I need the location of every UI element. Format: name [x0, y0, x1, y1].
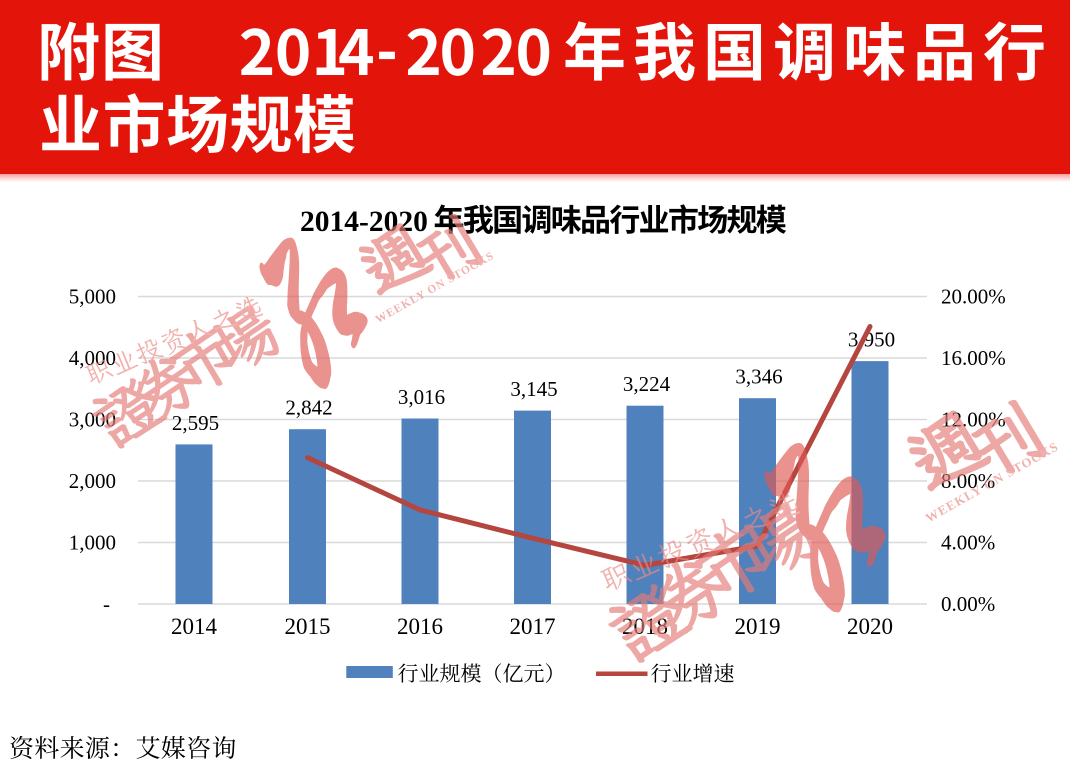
svg-text:1,000: 1,000	[69, 531, 116, 555]
svg-text:5,000: 5,000	[69, 285, 116, 309]
svg-text:20.00%: 20.00%	[941, 285, 1006, 309]
svg-text:0.00%: 0.00%	[941, 592, 995, 616]
svg-text:2014: 2014	[171, 614, 218, 639]
svg-text:16.00%: 16.00%	[941, 346, 1006, 370]
svg-text:2,000: 2,000	[69, 469, 116, 493]
svg-text:2017: 2017	[510, 614, 556, 639]
svg-text:2014-2020: 2014-2020	[300, 206, 428, 238]
svg-text:-: -	[103, 592, 110, 616]
svg-text:3,016: 3,016	[398, 385, 445, 409]
svg-text:2016: 2016	[397, 614, 443, 639]
svg-text:3,224: 3,224	[623, 372, 671, 396]
svg-text:3,346: 3,346	[735, 365, 782, 389]
svg-text:2,595: 2,595	[172, 411, 219, 435]
svg-text:4.00%: 4.00%	[941, 531, 995, 555]
svg-text:2019: 2019	[735, 614, 781, 639]
svg-text:3,950: 3,950	[848, 328, 895, 352]
svg-text:2015: 2015	[285, 614, 331, 639]
svg-text:2020: 2020	[847, 614, 893, 639]
svg-text:3,145: 3,145	[510, 377, 557, 401]
svg-text:2,842: 2,842	[285, 396, 332, 420]
